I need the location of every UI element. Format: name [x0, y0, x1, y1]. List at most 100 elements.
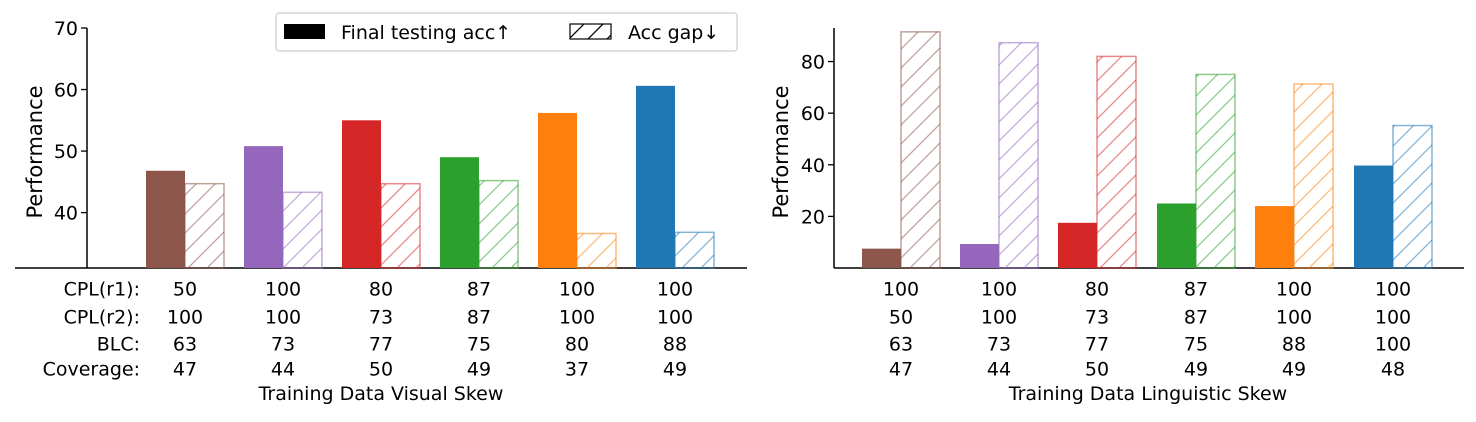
x-axis-label: Training Data Visual Skew — [258, 383, 504, 405]
bar-final-acc — [1157, 203, 1196, 268]
stat-value: 100 — [1276, 307, 1312, 329]
y-tick-label: 80 — [801, 52, 825, 74]
bar-acc-gap — [380, 182, 421, 269]
legend-hatch-label: Acc gap↓ — [628, 22, 719, 44]
stat-value: 73 — [271, 334, 295, 356]
stat-value: 48 — [1381, 359, 1405, 381]
stat-value: 80 — [369, 279, 393, 301]
stat-value: 63 — [173, 334, 197, 356]
chart-visual-skew: Performance Training Data Visual Skew 40… — [15, 12, 747, 405]
stat-value: 44 — [987, 359, 1011, 381]
y-tick-label: 40 — [54, 203, 78, 225]
bar-acc-gap — [1293, 83, 1334, 269]
stat-value: 100 — [883, 279, 919, 301]
y-tick-label: 60 — [54, 80, 78, 102]
bar-acc-gap — [900, 31, 941, 269]
bar-acc-gap — [478, 179, 519, 269]
bar-final-acc — [862, 248, 901, 268]
y-axis-label: Performance — [769, 85, 793, 218]
legend-frame — [275, 12, 738, 52]
bar-final-acc — [1354, 165, 1393, 268]
bar-acc-gap — [576, 232, 617, 269]
stat-value: 75 — [467, 334, 491, 356]
stat-row-label: CPL(r1): — [64, 279, 140, 301]
stat-row-label: Coverage: — [43, 359, 140, 381]
stat-value: 100 — [559, 307, 595, 329]
y-ticks: 40 50 60 70 — [54, 18, 87, 225]
stat-value: 50 — [173, 279, 197, 301]
stat-value: 100 — [265, 279, 301, 301]
bar-final-acc — [538, 112, 577, 268]
bar-acc-gap — [674, 231, 715, 269]
y-tick-label: 20 — [801, 206, 825, 228]
stat-value: 77 — [1085, 334, 1109, 356]
stat-value: 77 — [369, 334, 393, 356]
x-axis-label: Training Data Linguistic Skew — [1008, 383, 1287, 405]
stat-value: 73 — [1085, 307, 1109, 329]
stat-row-label: BLC: — [97, 334, 140, 356]
bar-final-acc — [146, 170, 185, 268]
stat-rows: 50 100 80 87 100 100 100 100 73 87 100 100 63 73 77 75 8… — [167, 279, 693, 381]
stat-value: 100 — [1276, 279, 1312, 301]
stat-value: 49 — [467, 359, 491, 381]
bar-acc-gap — [998, 41, 1039, 269]
bars — [862, 31, 1433, 269]
stat-row-label: CPL(r2): — [64, 307, 140, 329]
stat-value: 49 — [1282, 359, 1306, 381]
stat-value: 50 — [1085, 359, 1109, 381]
stat-value: 73 — [369, 307, 393, 329]
legend-hatch-swatch — [569, 23, 612, 40]
stat-value: 88 — [1282, 334, 1306, 356]
stat-value: 100 — [559, 279, 595, 301]
bar-acc-gap — [1096, 55, 1137, 269]
bar-final-acc — [244, 146, 283, 268]
y-tick-label: 50 — [54, 141, 78, 163]
y-axis-label: Performance — [23, 85, 47, 218]
bar-acc-gap — [184, 182, 225, 269]
stat-value: 100 — [1375, 279, 1411, 301]
legend-solid-label: Final testing acc↑ — [341, 22, 511, 44]
stat-value: 44 — [271, 359, 295, 381]
stat-value: 87 — [1184, 307, 1208, 329]
stat-value: 100 — [1375, 307, 1411, 329]
stat-value: 80 — [565, 334, 589, 356]
bar-final-acc — [1255, 206, 1294, 268]
bar-final-acc — [342, 120, 381, 268]
y-ticks: 20 40 60 80 — [801, 52, 834, 228]
legend-solid-swatch — [284, 24, 325, 39]
stat-value: 50 — [889, 307, 913, 329]
stat-value: 87 — [467, 307, 491, 329]
stat-value: 37 — [565, 359, 589, 381]
bar-acc-gap — [1392, 124, 1433, 269]
stat-value: 63 — [889, 334, 913, 356]
stat-value: 80 — [1085, 279, 1109, 301]
stat-value: 47 — [889, 359, 913, 381]
stat-row-labels: CPL(r1): CPL(r2): BLC: Coverage: — [43, 279, 140, 381]
stat-value: 100 — [657, 307, 693, 329]
stat-value: 100 — [657, 279, 693, 301]
stat-value: 100 — [167, 307, 203, 329]
stat-value: 75 — [1184, 334, 1208, 356]
stat-value: 49 — [1184, 359, 1208, 381]
stat-value: 100 — [265, 307, 301, 329]
y-tick-label: 60 — [801, 103, 825, 125]
y-tick-label: 40 — [801, 155, 825, 177]
chart-linguistic-skew: Performance Training Data Linguistic Ske… — [769, 28, 1464, 405]
bar-acc-gap — [1195, 73, 1236, 269]
bar-final-acc — [636, 85, 675, 268]
stat-value: 87 — [467, 279, 491, 301]
legend: Final testing acc↑ Acc gap↓ — [275, 12, 738, 52]
stat-value: 100 — [981, 279, 1017, 301]
stat-value: 100 — [1375, 334, 1411, 356]
stat-value: 73 — [987, 334, 1011, 356]
stat-value: 47 — [173, 359, 197, 381]
stat-value: 88 — [663, 334, 687, 356]
bar-final-acc — [960, 244, 999, 268]
bar-final-acc — [440, 157, 479, 268]
y-tick-label: 70 — [54, 18, 78, 40]
stat-value: 49 — [663, 359, 687, 381]
bar-acc-gap — [282, 191, 323, 269]
stat-rows: 100 100 80 87 100 100 50 100 73 87 100 100 63 73 77 75 8… — [883, 279, 1411, 381]
bar-final-acc — [1058, 222, 1097, 268]
